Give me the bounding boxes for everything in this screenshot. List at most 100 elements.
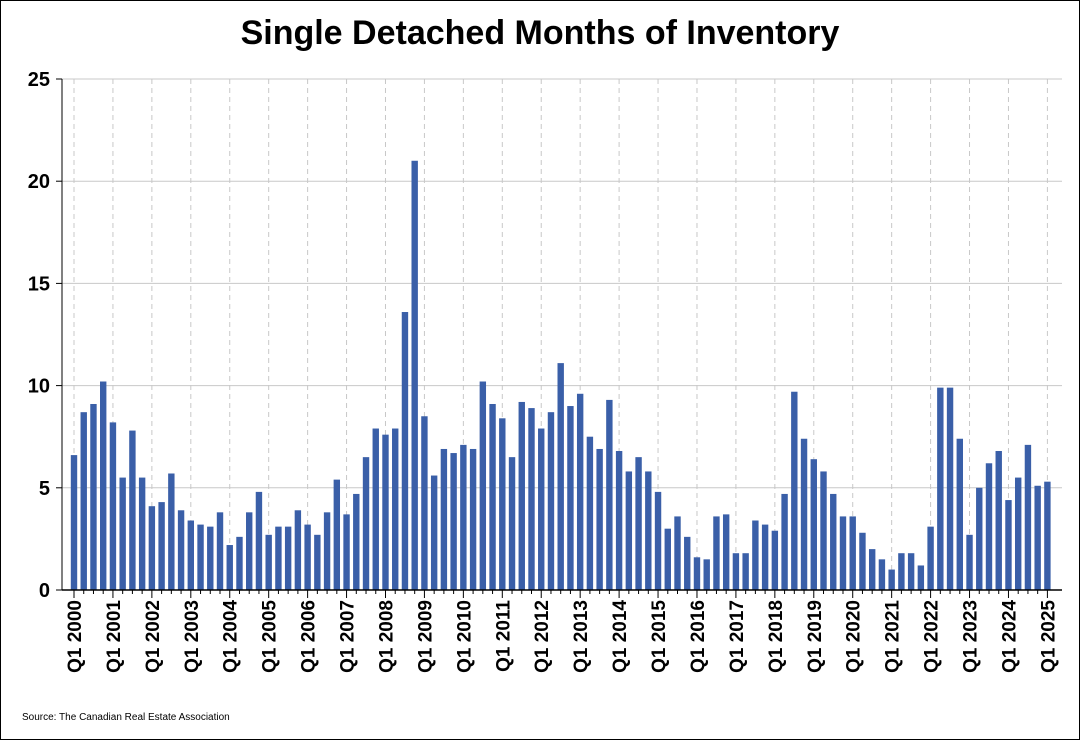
bar	[742, 553, 749, 590]
bar	[401, 312, 409, 590]
bar	[372, 428, 379, 590]
bar	[284, 526, 292, 590]
bar	[489, 403, 496, 590]
y-tick-label: 10	[28, 376, 50, 398]
bar	[1014, 477, 1022, 590]
x-tick-label: Q1 2011	[493, 600, 514, 672]
bar	[732, 553, 740, 590]
bar	[382, 434, 389, 590]
bar	[70, 455, 78, 590]
bar	[460, 444, 467, 590]
bar	[868, 549, 876, 590]
bar	[917, 565, 925, 590]
x-tick-label: Q1 2016	[688, 600, 709, 673]
bar	[645, 471, 652, 590]
bar	[109, 422, 117, 590]
x-tick-label: Q1 2008	[376, 600, 397, 673]
bar	[635, 457, 642, 590]
bar	[878, 559, 886, 590]
bar	[888, 569, 895, 590]
bar	[518, 401, 525, 590]
x-tick-label: Q1 2021	[883, 600, 904, 673]
bar	[421, 416, 428, 590]
bar	[703, 559, 710, 590]
bar	[722, 514, 730, 590]
bar	[197, 524, 204, 590]
bar	[674, 516, 681, 590]
x-tick-label: Q1 2013	[571, 600, 592, 673]
x-tick-label: Q1 2000	[65, 600, 86, 673]
source-note: Source: The Canadian Real Estate Associa…	[22, 712, 230, 723]
bar	[752, 520, 759, 590]
bar	[129, 430, 136, 590]
bar	[80, 412, 87, 590]
bar	[236, 536, 243, 590]
bar	[771, 530, 779, 590]
x-tick-label: Q1 2018	[766, 600, 787, 673]
bar	[265, 534, 272, 590]
bar	[761, 524, 769, 590]
bar	[625, 471, 633, 590]
bar	[615, 451, 623, 590]
bar	[207, 526, 214, 590]
bar	[985, 463, 993, 590]
bar	[810, 459, 817, 590]
bar	[557, 363, 564, 590]
bar	[333, 479, 341, 590]
bar	[538, 428, 545, 590]
bar	[713, 516, 720, 590]
chart-title: Single Detached Months of Inventory	[240, 14, 840, 52]
bar	[956, 438, 963, 590]
bar	[275, 526, 282, 590]
x-tick-label: Q1 2002	[143, 600, 164, 673]
bar	[148, 506, 156, 590]
bar	[849, 516, 856, 590]
bar	[353, 493, 360, 590]
x-tick-label: Q1 2010	[454, 600, 475, 673]
bar	[927, 526, 934, 590]
bar	[479, 381, 487, 590]
bar	[216, 512, 224, 590]
bar	[907, 553, 915, 590]
bar	[314, 534, 321, 590]
bar	[781, 493, 788, 590]
bar	[791, 391, 798, 590]
x-tick-label: Q1 2020	[844, 600, 865, 673]
bar	[946, 387, 954, 590]
bar	[362, 457, 370, 590]
bar	[547, 412, 555, 590]
bar	[606, 399, 613, 590]
bar	[1005, 500, 1012, 590]
bar	[693, 557, 701, 590]
bar	[995, 451, 1002, 590]
x-tick-label: Q1 2017	[727, 600, 748, 673]
bar	[528, 408, 535, 590]
bar	[158, 502, 165, 590]
x-tick-label: Q1 2004	[221, 600, 242, 673]
x-tick-label: Q1 2015	[649, 600, 670, 673]
x-tick-label: Q1 2019	[805, 600, 826, 673]
x-tick-label: Q1 2022	[922, 600, 943, 673]
bar	[119, 477, 126, 590]
bar	[654, 491, 662, 590]
bar	[976, 487, 983, 590]
x-tick-label: Q1 2003	[182, 600, 203, 673]
bar	[664, 528, 671, 590]
bar	[138, 477, 146, 590]
bar	[177, 510, 185, 590]
y-tick-label: 5	[39, 478, 50, 500]
bar	[800, 438, 808, 590]
bar	[187, 520, 195, 590]
x-tick-label: Q1 2005	[260, 600, 281, 673]
bar	[255, 491, 263, 590]
x-tick-label: Q1 2023	[961, 600, 982, 673]
bar	[411, 160, 418, 590]
bar	[343, 514, 350, 590]
x-tick-label: Q1 2024	[999, 600, 1020, 673]
bar	[898, 553, 905, 590]
bar	[469, 448, 477, 590]
bar	[937, 387, 944, 590]
bar	[100, 381, 107, 590]
bar	[168, 473, 175, 590]
y-tick-label: 25	[28, 69, 50, 91]
